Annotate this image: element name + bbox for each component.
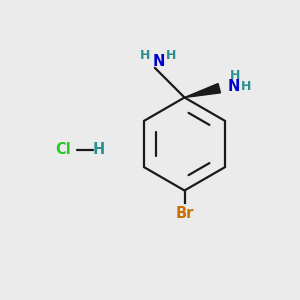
Text: H: H: [140, 49, 150, 62]
Text: Br: Br: [175, 206, 194, 221]
Text: N: N: [227, 79, 240, 94]
Text: H: H: [92, 142, 104, 158]
Text: H: H: [230, 69, 240, 82]
Text: H: H: [166, 49, 176, 62]
Text: Cl: Cl: [55, 142, 71, 158]
Text: H: H: [241, 80, 251, 93]
Polygon shape: [184, 83, 220, 98]
Text: N: N: [153, 54, 166, 69]
